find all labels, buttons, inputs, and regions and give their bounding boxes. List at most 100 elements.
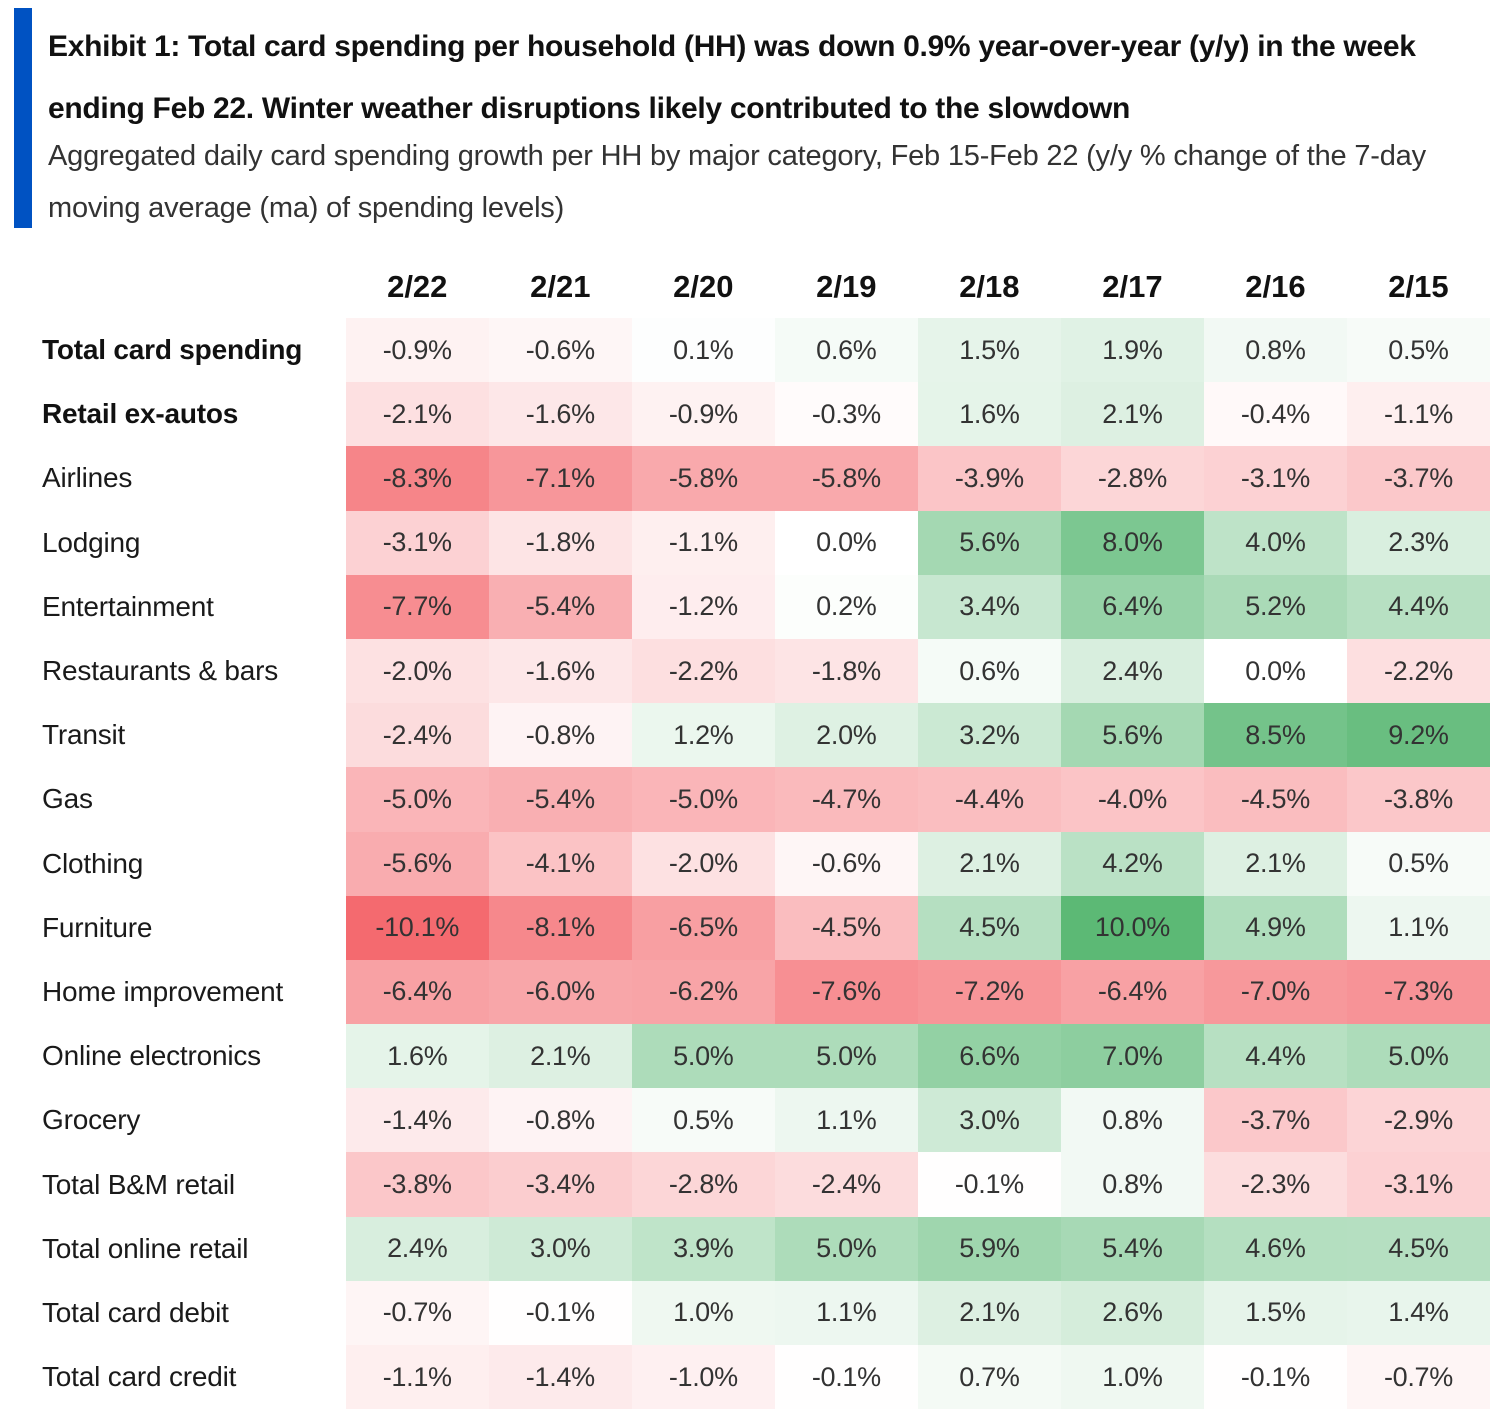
heatmap-cell: -3.7% <box>1346 446 1490 511</box>
heatmap-cell: -2.0% <box>345 638 489 704</box>
heatmap-cell: -2.4% <box>345 703 489 768</box>
heatmap-cell: -3.9% <box>917 446 1061 511</box>
heatmap-cell: -2.2% <box>631 638 775 704</box>
heatmap-cell: -8.3% <box>345 446 489 511</box>
heatmap-cell: -0.1% <box>774 1345 918 1410</box>
heatmap-cell: 0.7% <box>917 1345 1061 1410</box>
heatmap-cell: -8.1% <box>488 895 632 960</box>
table-row: Grocery -1.4% -0.8% 0.5% 1.1% 3.0% 0.8% -3.7% -2… <box>42 1088 1490 1153</box>
heatmap-cell: 5.0% <box>774 1216 918 1281</box>
accent-bar <box>14 8 32 228</box>
heatmap-cell: 2.6% <box>1060 1280 1204 1345</box>
heatmap-cell: 1.1% <box>1346 895 1490 960</box>
heatmap-cell: 1.6% <box>917 382 1061 447</box>
heatmap-cell: -7.7% <box>345 574 489 639</box>
heatmap-cell: -1.2% <box>631 574 775 639</box>
heatmap-cell: 5.4% <box>1060 1216 1204 1281</box>
heatmap-cell: 4.2% <box>1060 831 1204 896</box>
heatmap-cell: -5.6% <box>345 831 489 896</box>
heatmap-cell: 0.2% <box>774 574 918 639</box>
row-label: Airlines <box>42 462 133 494</box>
heatmap-cell: -1.1% <box>1346 382 1490 447</box>
heatmap-cell: 1.0% <box>1060 1345 1204 1410</box>
heatmap-cell: -3.8% <box>1346 767 1490 832</box>
heatmap-cell: 5.9% <box>917 1216 1061 1281</box>
table-row: Total card debit -0.7% -0.1% 1.0% 1.1% 2.1% 2.… <box>42 1280 1490 1345</box>
table-row: Gas -5.0% -5.4% -5.0% -4.7% -4.4% -4.0% -4.5% -3… <box>42 767 1490 832</box>
heatmap-cell: -0.4% <box>1203 382 1347 447</box>
heatmap-cell: -0.9% <box>631 382 775 447</box>
row-label: Lodging <box>42 526 141 558</box>
heatmap-cell: -0.6% <box>774 831 918 896</box>
heatmap-cell: -4.7% <box>774 767 918 832</box>
heatmap-cell: -0.7% <box>345 1280 489 1345</box>
heatmap-cell: 7.0% <box>1060 1024 1204 1089</box>
heatmap-cell: -5.0% <box>631 767 775 832</box>
table-row: Home improvement -6.4% -6.0% -6.2% -7.6% -7.2… <box>42 959 1490 1025</box>
row-label: Retail ex-autos <box>42 398 239 430</box>
table-row: Restaurants & bars -2.0% -1.6% -2.2% -1.8% 0.… <box>42 638 1490 704</box>
heatmap-cell: 4.6% <box>1203 1216 1347 1281</box>
heatmap-cell: 2.4% <box>1060 638 1204 704</box>
heatmap-cell: -4.1% <box>488 831 632 896</box>
table-row: Total B&M retail -3.8% -3.4% -2.8% -2.4% -0.1… <box>42 1152 1490 1217</box>
heatmap-cell: -1.1% <box>345 1345 489 1410</box>
heatmap-cell: 3.0% <box>488 1216 632 1281</box>
heatmap-cell: -0.1% <box>917 1152 1061 1217</box>
heatmap-cell: -1.8% <box>774 638 918 704</box>
table-row: Furniture -10.1% -8.1% -6.5% -4.5% 4.5% 10.0% 4… <box>42 895 1490 960</box>
heatmap-cell: 2.4% <box>345 1216 489 1281</box>
heatmap-cell: 10.0% <box>1060 895 1204 960</box>
heatmap-cell: 6.6% <box>917 1024 1061 1089</box>
heatmap-cell: 5.0% <box>1346 1024 1490 1089</box>
heatmap-cell: 2.3% <box>1346 510 1490 575</box>
heatmap-cell: 2.1% <box>917 1280 1061 1345</box>
heatmap-cell: -2.0% <box>631 831 775 896</box>
heatmap-cell: -1.4% <box>345 1088 489 1153</box>
heatmap-cell: -3.7% <box>1203 1088 1347 1153</box>
heatmap-cell: -1.6% <box>488 382 632 447</box>
heatmap-cell: -5.4% <box>488 574 632 639</box>
column-header: 2/15 <box>1388 269 1449 304</box>
row-label: Transit <box>42 719 126 751</box>
heatmap-cell: -7.0% <box>1203 959 1347 1025</box>
heatmap-cell: -0.3% <box>774 382 918 447</box>
heatmap-cell: -2.9% <box>1346 1088 1490 1153</box>
heatmap-cell: 0.0% <box>774 510 918 575</box>
row-label: Home improvement <box>42 975 284 1007</box>
heatmap-cell: -2.4% <box>774 1152 918 1217</box>
heatmap-cell: -7.6% <box>774 959 918 1025</box>
column-header: 2/21 <box>530 269 591 304</box>
heatmap-cell: -5.0% <box>345 767 489 832</box>
heatmap-cell: -1.6% <box>488 638 632 704</box>
heatmap-cell: 1.0% <box>631 1280 775 1345</box>
heatmap-cell: -6.5% <box>631 895 775 960</box>
heatmap-cell: 0.6% <box>774 318 918 383</box>
table-row: Online electronics 1.6% 2.1% 5.0% 5.0% 6.6% 7.… <box>42 1024 1490 1089</box>
heatmap-cell: -1.1% <box>631 510 775 575</box>
column-header: 2/16 <box>1245 269 1306 304</box>
row-label: Online electronics <box>42 1040 261 1072</box>
row-label: Gas <box>42 783 93 815</box>
heatmap-cell: -3.1% <box>1203 446 1347 511</box>
chart-title: Exhibit 1: Total card spending per house… <box>48 30 1416 125</box>
row-label: Grocery <box>42 1104 141 1136</box>
column-header-row: 2/22 2/21 2/20 2/19 2/18 2/17 2/16 2/15 <box>42 256 1490 318</box>
table-row: Transit -2.4% -0.8% 1.2% 2.0% 3.2% 5.6% 8.5% 9.2… <box>42 703 1490 768</box>
heatmap-cell: 3.0% <box>917 1088 1061 1153</box>
heatmap-cell: -7.2% <box>917 959 1061 1025</box>
heatmap-cell: -3.1% <box>1346 1152 1490 1217</box>
heatmap-cell: -4.4% <box>917 767 1061 832</box>
row-label: Total B&M retail <box>42 1168 235 1200</box>
heatmap-cell: 0.1% <box>631 318 775 383</box>
heatmap-cell: 5.2% <box>1203 574 1347 639</box>
heatmap-cell: 2.1% <box>1060 382 1204 447</box>
exhibit-header: Exhibit 1: Total card spending per house… <box>14 8 1484 228</box>
corner-cell <box>42 256 346 318</box>
heatmap-cell: -4.5% <box>774 895 918 960</box>
table-row: Entertainment -7.7% -5.4% -1.2% 0.2% 3.4% 6.4%… <box>42 574 1490 639</box>
heatmap-cell: 0.6% <box>917 638 1061 704</box>
heatmap-cell: -4.5% <box>1203 767 1347 832</box>
heatmap-cell: 1.4% <box>1346 1280 1490 1345</box>
table-row: Lodging -3.1% -1.8% -1.1% 0.0% 5.6% 8.0% 4.0% 2.… <box>42 510 1490 575</box>
